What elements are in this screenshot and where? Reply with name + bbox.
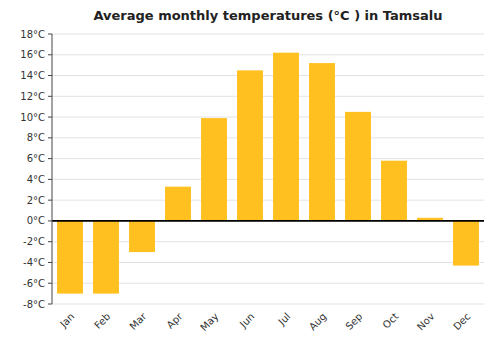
y-tick-label: 8°C [27,132,45,143]
x-tick-label: Jan [57,311,76,330]
chart-container: -8°C -6°C -4°C -2°C 0°C 2°C 4°C 6°C 8°C 10°C 12°C 1… [0,0,500,350]
grid-line [52,117,484,118]
bar [57,221,83,294]
y-tick-label: 0°C [27,215,45,226]
y-tick [48,179,52,180]
y-tick [48,137,52,138]
y-tick [48,54,52,55]
bar [381,161,407,221]
chart: -8°C -6°C -4°C -2°C 0°C 2°C 4°C 6°C 8°C 10°C 12°C 1… [0,0,500,350]
bar [309,63,335,221]
grid-line [52,200,484,201]
y-tick [48,220,52,221]
x-tick-label: May [198,311,220,333]
x-tick-label: Aug [307,311,329,333]
grid-line [52,304,484,305]
y-tick [48,200,52,201]
bar [453,221,479,266]
y-tick-label: 16°C [20,49,45,60]
y-tick-label: 6°C [27,153,45,164]
y-tick-label: 12°C [20,91,45,102]
y-tick [48,304,52,305]
zero-line [52,220,484,222]
y-tick [48,241,52,242]
y-tick [48,34,52,35]
y-tick-label: 10°C [20,112,45,123]
bar [237,70,263,221]
grid-line [52,96,484,97]
x-tick-label: Jul [275,311,292,328]
bars [57,53,479,294]
grid-line [52,54,484,55]
y-axis-line [52,34,53,304]
title: Average monthly temperatures (°C ) in Ta… [93,8,442,23]
y-tick [48,158,52,159]
y-tick-label: -4°C [23,257,45,268]
x-tick-label: Mar [127,310,149,332]
x-axis: Jan Feb Mar Apr May Jun Jul Aug Sep Oct Nov Dec [57,310,472,333]
x-tick-label: Feb [92,311,112,331]
x-tick-label: Sep [343,311,364,332]
x-tick-label: Dec [451,311,472,332]
x-tick-label: Jun [237,311,257,331]
y-tick-label: 4°C [27,174,45,185]
grid-line [52,220,484,221]
grid-line [52,179,484,180]
bar [201,118,227,221]
grid-line [52,75,484,76]
bar [273,53,299,221]
y-tick-label: -6°C [23,278,45,289]
bar [345,112,371,221]
x-tick-label: Oct [380,311,400,331]
grid-line [52,137,484,138]
y-tick [48,96,52,97]
y-tick-label: 18°C [20,29,45,40]
y-tick [48,262,52,263]
y-tick-label: -2°C [23,236,45,247]
grid-line [52,158,484,159]
grid-line [52,34,484,35]
y-axis: -8°C -6°C -4°C -2°C 0°C 2°C 4°C 6°C 8°C 10°C 12°C 1… [20,29,52,310]
bar [165,187,191,221]
grid [52,34,484,304]
y-tick-label: -8°C [23,299,45,310]
y-tick-label: 2°C [27,195,45,206]
bar [129,221,155,252]
y-tick [48,75,52,76]
x-tick-label: Apr [164,310,185,331]
y-tick [48,117,52,118]
x-tick-label: Nov [415,311,437,333]
y-tick [48,283,52,284]
bar [93,221,119,294]
y-tick-label: 14°C [20,70,45,81]
